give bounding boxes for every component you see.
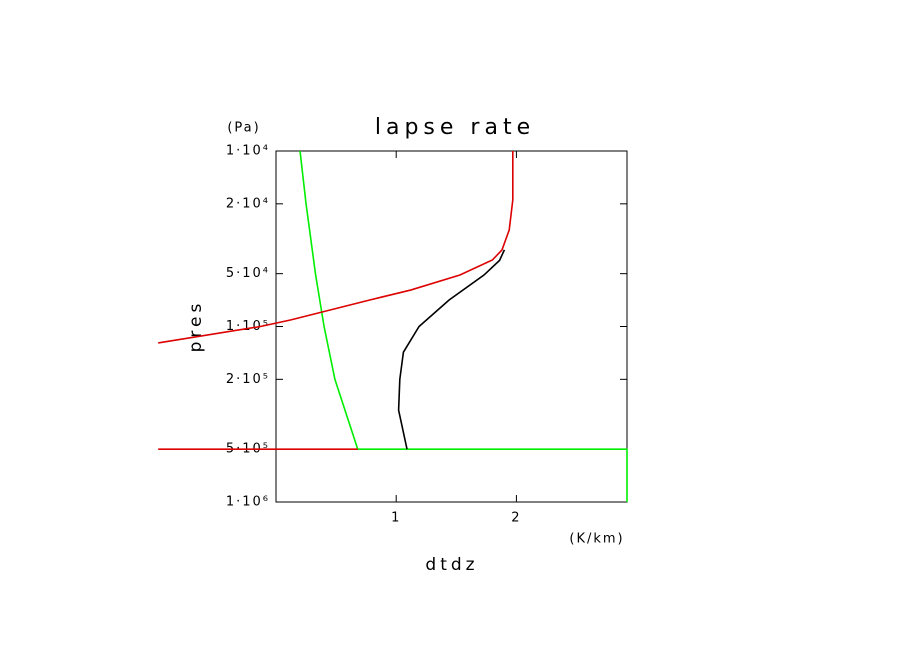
data-line — [397, 249, 506, 450]
data-line — [158, 151, 514, 450]
x-unit: (K/km) — [569, 532, 624, 547]
data-line — [299, 150, 628, 502]
x-tick-label: 1 — [391, 511, 401, 526]
chart-title: lapse rate — [375, 115, 535, 140]
x-tick-label: 2 — [511, 511, 521, 526]
x-axis-label: dtdz — [425, 555, 478, 575]
y-tick-label: 2·10⁵ — [226, 372, 270, 387]
y-tick-label: 1·10⁴ — [226, 144, 270, 159]
y-tick-label: 2·10⁴ — [226, 196, 270, 211]
y-axis-label: pres — [186, 300, 206, 353]
y-tick-label: 1·10⁶ — [226, 495, 270, 510]
y-tick-label: 5·10⁴ — [226, 266, 270, 281]
y-unit: (Pa) — [227, 121, 260, 136]
